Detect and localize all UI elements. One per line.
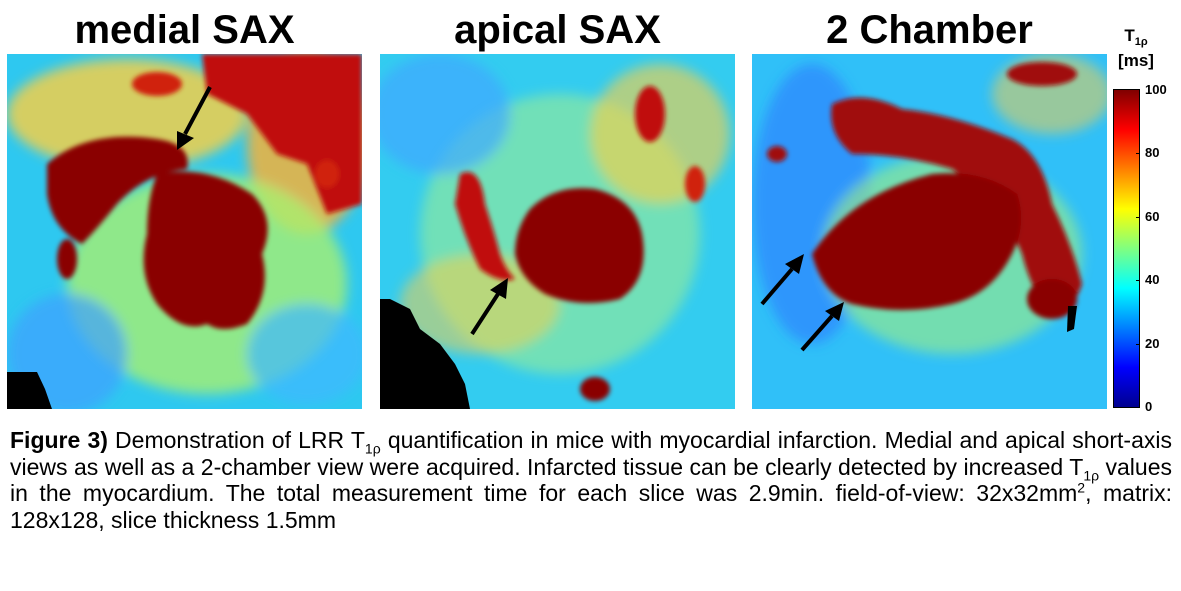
colorbar-symbol: T1ρ	[1124, 26, 1148, 48]
colorbar	[1113, 89, 1140, 408]
colorbar-tick-mark	[1136, 280, 1140, 281]
colorbar-tick-mark	[1136, 153, 1140, 154]
colorbar-tick-40: 40	[1145, 272, 1160, 287]
panel-title-2-chamber: 2 Chamber	[826, 8, 1033, 52]
colorbar-tick-20: 20	[1145, 336, 1160, 351]
colorbar-tick-mark	[1136, 344, 1140, 345]
colorbar-tick-60: 60	[1145, 209, 1160, 224]
panel-title-apical-sax: apical SAX	[454, 8, 661, 52]
colorbar-tick-0: 0	[1145, 399, 1153, 414]
colorbar-tick-mark	[1136, 217, 1140, 218]
colorbar-unit: [ms]	[1118, 51, 1154, 70]
figure-caption: Figure 3) Demonstration of LRR T1ρ quant…	[10, 427, 1173, 533]
caption-label: Figure 3)	[10, 427, 108, 453]
colorbar-tick-80: 80	[1145, 145, 1160, 160]
t1rho-map-2-chamber	[752, 54, 1107, 409]
t1rho-map-medial-sax	[7, 54, 362, 409]
panel-title-medial-sax: medial SAX	[74, 8, 295, 52]
t1rho-map-apical-sax	[380, 54, 735, 409]
colorbar-tick-100: 100	[1145, 82, 1167, 97]
